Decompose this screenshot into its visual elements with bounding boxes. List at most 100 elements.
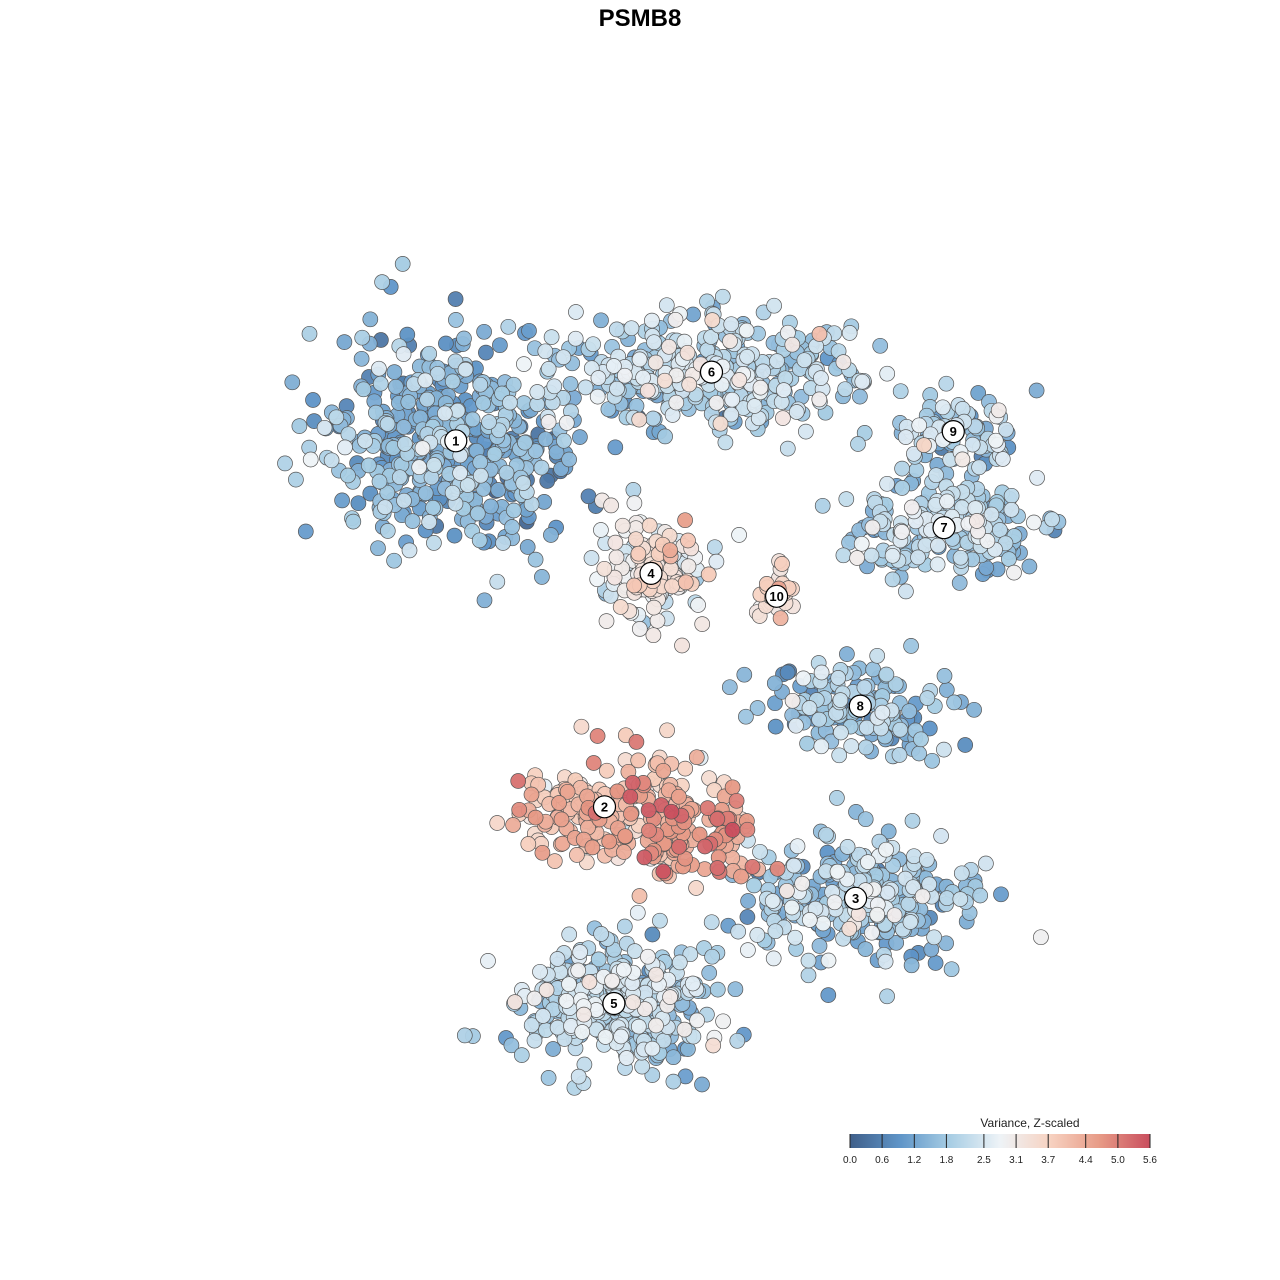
scatter-point (472, 454, 489, 471)
scatter-point (411, 459, 428, 476)
scatter-point (957, 737, 974, 753)
scatter-point (629, 904, 646, 921)
scatter-point (746, 877, 762, 894)
scatter-point (386, 364, 403, 380)
scatter-point (704, 312, 721, 328)
scatter-point (1003, 487, 1020, 504)
cluster-label-text: 7 (940, 520, 947, 535)
scatter-point (835, 354, 852, 370)
scatter-point (641, 822, 657, 839)
scatter-point (1006, 564, 1022, 581)
scatter-point (764, 893, 781, 909)
scatter-point (284, 374, 301, 391)
scatter-point (625, 994, 641, 1011)
scatter-point (426, 535, 442, 551)
scatter-point (362, 311, 379, 328)
scatter-point (933, 828, 949, 844)
scatter-point (603, 497, 619, 514)
scatter-point (354, 329, 371, 346)
scatter-point (833, 724, 849, 741)
scatter-point (647, 354, 664, 371)
scatter-point (784, 336, 801, 353)
scatter-point (837, 381, 853, 398)
scatter-point (767, 695, 783, 712)
scatter-point (769, 353, 785, 369)
scatter-point (865, 661, 881, 678)
scatter-point (476, 323, 492, 340)
scatter-point (615, 961, 632, 978)
scatter-point (532, 963, 548, 980)
scatter-point (301, 325, 318, 342)
scatter-point (590, 370, 607, 386)
scatter-point (728, 792, 745, 809)
scatter-point (336, 334, 353, 350)
scatter-point (993, 886, 1009, 903)
scatter-point (534, 569, 550, 585)
scatter-point (480, 953, 496, 969)
scatter-point (561, 451, 577, 468)
scatter-point (952, 891, 969, 907)
legend-ticks: 0.0 0.6 1.2 1.8 2.5 3.1 3.7 4.4 5.0 5.6 (843, 1134, 1157, 1166)
scatter-point (607, 439, 624, 456)
cluster-label-10: 10 (764, 584, 789, 608)
scatter-point (1021, 558, 1038, 575)
legend-tick-label: 1.8 (939, 1155, 953, 1166)
scatter-point (396, 492, 412, 509)
scatter-point (752, 379, 769, 396)
cluster-label-text: 2 (601, 799, 608, 814)
scatter-point (355, 381, 372, 398)
scatter-point (901, 703, 918, 720)
scatter-point (662, 542, 678, 559)
scatter-point (404, 513, 421, 529)
scatter-point (558, 415, 575, 431)
cluster-label-badge (639, 561, 663, 586)
scatter-point (556, 432, 572, 449)
scatter-point (938, 375, 955, 392)
scatter-point (869, 906, 886, 923)
scatter-point (887, 676, 904, 693)
scatter-point (618, 1050, 635, 1066)
scatter-point (323, 452, 340, 469)
scatter-point (623, 805, 639, 822)
cluster-label-badge (941, 420, 965, 444)
scatter-point (478, 344, 494, 361)
scatter-point (529, 384, 546, 400)
scatter-point (690, 597, 706, 613)
scatter-point (646, 334, 662, 351)
scatter-point (900, 896, 917, 912)
scatter-point (583, 550, 600, 566)
scatter-point (555, 349, 572, 366)
scatter-point (869, 647, 886, 664)
scatter-point (658, 297, 675, 314)
scatter-point (730, 923, 747, 940)
scatter-point (561, 976, 577, 993)
scatter-point (972, 887, 989, 904)
scatter-point (572, 429, 588, 445)
cluster-label-1: 1 (444, 429, 468, 453)
scatter-point (601, 833, 618, 850)
scatter-point (539, 473, 556, 489)
cluster-label-5: 5 (602, 991, 626, 1016)
scatter-point (645, 627, 662, 644)
scatter-point (685, 306, 701, 323)
scatter-point (546, 378, 563, 395)
scatter-point (447, 291, 464, 307)
scatter-point (350, 495, 367, 512)
cluster-label-badge (848, 694, 872, 718)
scatter-point (644, 926, 661, 943)
scatter-point (527, 443, 544, 459)
scatter-point (510, 773, 527, 789)
scatter-point (505, 502, 522, 519)
scatter-point (511, 801, 528, 818)
scatter-point (659, 722, 675, 739)
scatter-point (888, 934, 905, 951)
legend-tick-label: 5.6 (1143, 1155, 1157, 1166)
scatter-point (749, 700, 766, 716)
scatter-point (626, 943, 643, 959)
scatter-point (671, 788, 687, 805)
scatter-point (894, 480, 910, 496)
scatter-point (604, 972, 620, 989)
scatter-point (517, 434, 533, 451)
scatter-point (705, 1037, 722, 1054)
scatter-point (911, 417, 928, 434)
